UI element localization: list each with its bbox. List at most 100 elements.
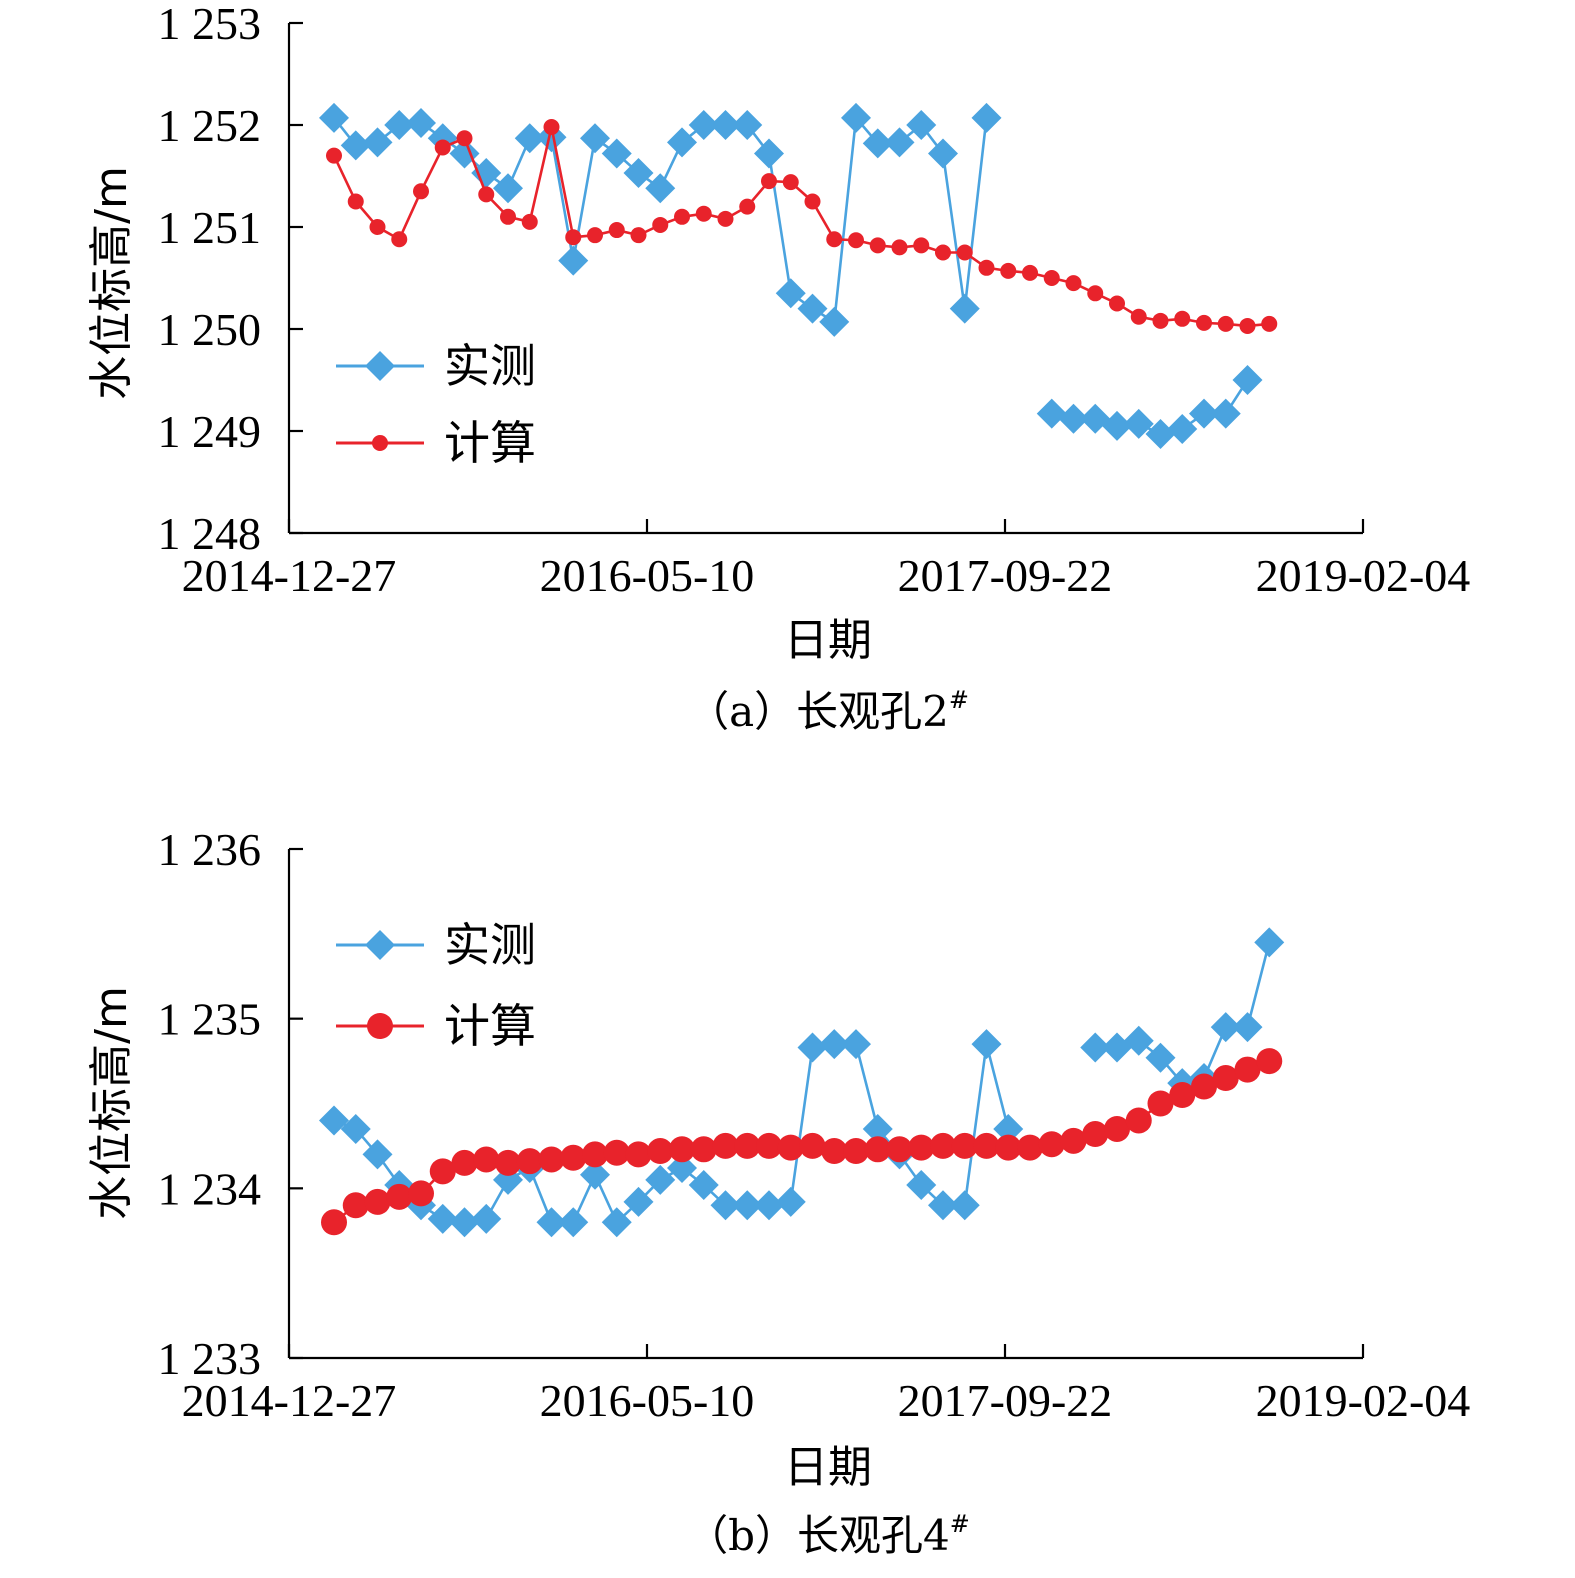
observed-point — [688, 1169, 719, 1200]
y-tick-label: 1 233 — [158, 1333, 262, 1384]
x-tick-label: 2017-09-22 — [898, 550, 1113, 601]
computed-point — [630, 227, 647, 244]
legend-label: 计算 — [444, 416, 536, 470]
observed-point — [971, 102, 1002, 133]
computed-point — [669, 1136, 695, 1163]
computed-point — [565, 229, 582, 246]
computed-point — [367, 1013, 393, 1039]
computed-point — [364, 1188, 391, 1215]
observed-point — [971, 1029, 1002, 1060]
series-layer — [319, 102, 1278, 450]
observed-point — [1210, 1012, 1241, 1043]
observed-point — [536, 1207, 567, 1238]
computed-point — [647, 1138, 674, 1165]
observed-point — [754, 138, 784, 169]
series-line — [333, 1042, 1010, 1225]
observed-point — [710, 110, 741, 140]
computed-point — [500, 208, 516, 225]
observed-point — [623, 157, 654, 188]
observed-point — [732, 1190, 763, 1221]
computed-point — [782, 174, 799, 191]
computed-point — [560, 1144, 587, 1171]
observed-point — [471, 1203, 502, 1234]
chart-panel-a: 1 248 1 249 1 250 1 251 1 252 1 253 2014-12-2… — [86, 0, 1470, 736]
computed-point — [734, 1132, 761, 1159]
y-tick-label: 1 248 — [158, 508, 262, 559]
y-tick-label: 1 235 — [158, 994, 262, 1045]
computed-point — [342, 1192, 369, 1219]
x-tick-label: 2016-05-10 — [540, 550, 755, 601]
observed-point — [449, 1207, 480, 1238]
computed-point — [386, 1183, 413, 1210]
observed-point — [949, 293, 980, 324]
computed-point — [913, 237, 930, 254]
observed-point — [841, 1029, 871, 1060]
y-ticks: 1 233 1 234 1 235 1 236 — [158, 824, 303, 1384]
computed-point — [369, 219, 386, 235]
computed-point — [495, 1149, 521, 1176]
observed-point — [514, 123, 545, 154]
observed-point — [319, 102, 349, 133]
computed-point — [538, 1146, 565, 1173]
computed-point — [1065, 275, 1082, 292]
observed-point — [362, 127, 393, 158]
y-tick-label: 1 234 — [158, 1163, 262, 1214]
y-tick-label: 1 253 — [158, 0, 262, 49]
observed-point — [601, 138, 632, 169]
computed-point — [935, 244, 951, 261]
observed-point — [775, 1186, 806, 1217]
observed-point — [993, 1113, 1024, 1144]
computed-point — [826, 231, 843, 248]
observed-point — [1058, 403, 1089, 434]
observed-point — [580, 123, 610, 154]
computed-point — [1261, 315, 1278, 332]
computed-point — [1147, 1090, 1174, 1117]
observed-point — [1232, 1012, 1263, 1043]
observed-point — [362, 1139, 393, 1170]
computed-point — [372, 435, 388, 451]
computed-point — [978, 259, 995, 276]
computed-point — [674, 208, 690, 225]
computed-point — [864, 1136, 891, 1163]
computed-point — [652, 216, 669, 233]
computed-point — [516, 1148, 543, 1175]
computed-point — [1017, 1134, 1043, 1161]
observed-point — [884, 127, 915, 158]
computed-point — [690, 1136, 717, 1163]
computed-point — [756, 1132, 782, 1159]
computed-point — [821, 1138, 848, 1165]
observed-point — [340, 130, 371, 161]
observed-point — [623, 1186, 654, 1217]
computed-point — [1256, 1048, 1283, 1075]
computed-point — [326, 147, 342, 164]
computed-point — [521, 213, 538, 230]
legend-label: 计算 — [444, 999, 536, 1053]
computed-point — [848, 232, 864, 249]
observed-point — [1167, 413, 1198, 444]
observed-point — [1123, 408, 1154, 439]
observed-point — [819, 306, 850, 337]
observed-point — [558, 1207, 589, 1238]
computed-point — [761, 173, 777, 190]
computed-point — [456, 130, 473, 147]
observed-point — [1210, 398, 1241, 429]
observed-point — [1189, 398, 1219, 429]
computed-point — [712, 1132, 739, 1159]
computed-point — [625, 1141, 652, 1168]
computed-point — [321, 1209, 347, 1236]
chart-caption: （a）长观孔2# — [687, 686, 969, 736]
computed-point — [1217, 315, 1234, 332]
x-tick-label: 2019-02-04 — [1256, 1375, 1471, 1426]
observed-point — [775, 278, 806, 309]
computed-point — [582, 1141, 608, 1168]
computed-point — [869, 237, 886, 254]
observed-point — [1232, 365, 1263, 395]
y-tick-label: 1 236 — [158, 824, 262, 875]
computed-point — [1000, 262, 1017, 279]
observed-point — [928, 1190, 958, 1221]
observed-point — [710, 1190, 741, 1221]
computed-point — [408, 1180, 434, 1207]
computed-point — [347, 193, 364, 210]
